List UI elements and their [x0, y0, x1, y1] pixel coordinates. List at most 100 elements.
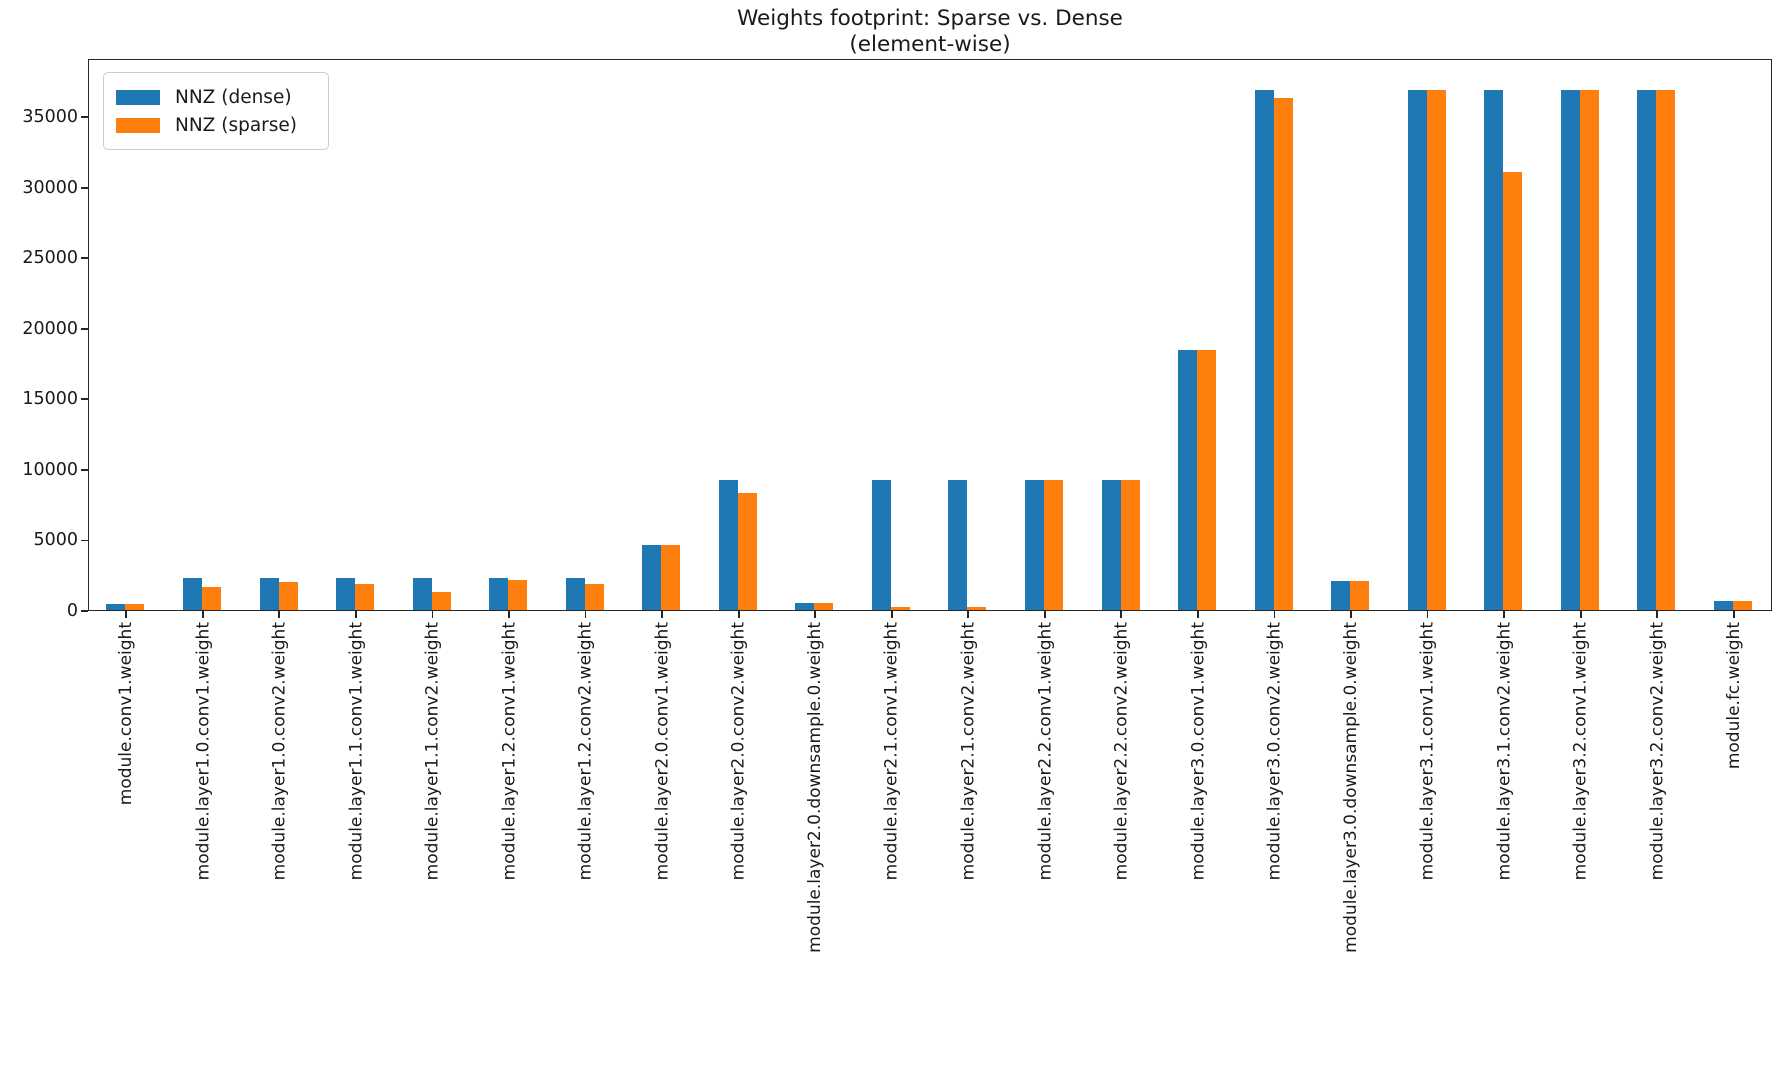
x-tick-label: module.layer1.0.conv2.weight	[269, 622, 290, 881]
x-tick-mark	[1273, 611, 1276, 618]
legend-label-dense: NNZ (dense)	[175, 86, 292, 108]
bar-sparse	[1426, 89, 1446, 610]
x-tick-label: module.layer1.2.conv2.weight	[575, 622, 596, 881]
bar-dense	[1178, 349, 1198, 610]
y-tick-label: 10000	[22, 459, 78, 480]
bar-dense	[1484, 89, 1504, 610]
x-tick-mark	[584, 611, 587, 618]
bar-sparse	[584, 583, 604, 610]
x-tick-mark	[201, 611, 204, 618]
legend-swatch-sparse	[116, 117, 160, 133]
x-tick-mark	[967, 611, 970, 618]
bar-dense	[412, 577, 432, 610]
bar-sparse	[737, 492, 757, 610]
bar-sparse	[1503, 171, 1523, 610]
x-tick-mark	[1656, 611, 1659, 618]
bar-sparse	[1732, 601, 1752, 610]
bar-sparse	[125, 603, 145, 610]
bar-dense	[183, 577, 203, 610]
x-tick-mark	[125, 611, 128, 618]
x-tick-mark	[508, 611, 510, 618]
x-tick-mark	[1197, 611, 1199, 618]
x-tick-label: module.layer2.1.conv2.weight	[958, 622, 979, 881]
bar-sparse	[508, 580, 528, 610]
bar-sparse	[202, 587, 222, 610]
x-tick-mark	[431, 611, 434, 618]
bar-dense	[565, 577, 585, 610]
bar-sparse	[1197, 349, 1217, 610]
y-tick-mark	[81, 116, 88, 118]
x-tick-label: module.layer3.0.conv1.weight	[1187, 622, 1208, 881]
y-tick-label: 15000	[22, 389, 78, 410]
x-tick-label: module.layer1.0.conv1.weight	[192, 622, 213, 881]
x-tick-label: module.layer2.0.conv2.weight	[728, 622, 749, 881]
bar-sparse	[1044, 479, 1064, 610]
bar-dense	[1407, 89, 1427, 610]
bar-dense	[871, 479, 891, 610]
bar-dense	[1025, 479, 1045, 610]
bar-dense	[795, 602, 815, 610]
bar-dense	[1101, 479, 1121, 610]
bar-dense	[106, 603, 126, 610]
x-tick-label: module.layer2.1.conv1.weight	[881, 622, 902, 881]
y-tick-mark	[81, 186, 88, 189]
bar-sparse	[431, 591, 451, 610]
bar-sparse	[1350, 581, 1370, 610]
x-tick-mark	[355, 611, 357, 618]
bar-dense	[259, 577, 279, 610]
x-tick-mark	[1120, 611, 1123, 618]
x-tick-mark	[278, 611, 281, 618]
bar-dense	[1331, 581, 1351, 610]
x-tick-label: module.layer1.1.conv2.weight	[422, 622, 443, 881]
x-tick-label: module.layer1.2.conv1.weight	[499, 622, 519, 881]
y-tick-mark	[81, 610, 88, 612]
x-tick-label: module.layer3.2.conv1.weight	[1570, 622, 1591, 881]
plot-area	[88, 59, 1772, 611]
x-tick-mark	[737, 611, 740, 618]
bar-sparse	[1656, 89, 1676, 610]
legend-label-sparse: NNZ (sparse)	[175, 114, 298, 136]
x-tick-mark	[1350, 611, 1352, 618]
y-tick-mark	[81, 398, 88, 401]
bar-dense	[642, 545, 662, 610]
x-tick-label: module.layer1.1.conv1.weight	[345, 622, 366, 881]
bar-sparse	[1579, 89, 1599, 610]
x-tick-mark	[814, 611, 817, 618]
chart-title-line1: Weights footprint: Sparse vs. Dense	[737, 6, 1123, 31]
x-tick-mark	[1043, 611, 1046, 618]
legend-item-dense: NNZ (dense)	[116, 84, 316, 110]
x-tick-mark	[890, 611, 893, 618]
y-tick-label: 20000	[22, 318, 78, 339]
x-tick-label: module.layer3.1.conv2.weight	[1494, 622, 1515, 881]
chart-title-line2: (element-wise)	[849, 32, 1011, 57]
bar-dense	[336, 577, 356, 610]
x-tick-label: module.fc.weight	[1723, 622, 1744, 770]
bar-dense	[948, 479, 968, 610]
y-tick-mark	[81, 468, 88, 471]
bar-dense	[489, 577, 509, 610]
x-tick-label: module.layer3.2.conv2.weight	[1647, 622, 1668, 881]
x-tick-label: module.layer2.2.conv1.weight	[1034, 622, 1055, 881]
legend: NNZ (dense) NNZ (sparse)	[103, 72, 329, 150]
y-tick-label: 0	[66, 601, 78, 621]
x-tick-mark	[661, 611, 663, 618]
x-tick-label: module.layer2.0.conv1.weight	[652, 622, 673, 881]
x-tick-mark	[1503, 611, 1505, 618]
bar-sparse	[967, 606, 987, 610]
bar-dense	[1560, 89, 1580, 610]
y-tick-label: 35000	[22, 107, 78, 128]
y-tick-label: 5000	[33, 530, 78, 551]
bar-dense	[1637, 89, 1657, 610]
bar-sparse	[355, 583, 375, 610]
x-tick-label: module.layer3.1.conv1.weight	[1417, 622, 1438, 881]
bar-sparse	[1273, 98, 1293, 610]
legend-item-sparse: NNZ (sparse)	[116, 112, 316, 138]
bar-dense	[1254, 89, 1274, 610]
bar-dense	[1713, 601, 1733, 610]
y-tick-mark	[81, 257, 88, 260]
x-tick-label: module.layer2.0.downsample.0.weight	[805, 622, 826, 953]
bar-sparse	[278, 581, 298, 610]
x-tick-mark	[1426, 611, 1429, 618]
bar-sparse	[1120, 479, 1140, 610]
